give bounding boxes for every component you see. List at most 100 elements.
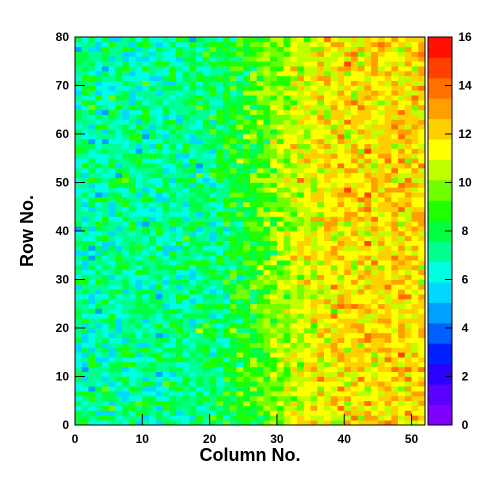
heatmap-cell <box>276 192 284 198</box>
heatmap-cell <box>202 124 210 130</box>
heatmap-cell <box>317 269 325 275</box>
heatmap-cell <box>364 303 372 309</box>
heatmap-cell <box>297 318 305 324</box>
heatmap-cell <box>350 41 359 48</box>
heatmap-cell <box>344 104 352 111</box>
heatmap-cell <box>411 308 419 314</box>
heatmap-cell <box>149 46 157 52</box>
colorbar-tick-label: 6 <box>462 273 469 287</box>
heatmap-cell <box>101 391 109 397</box>
heatmap-cell <box>75 95 83 101</box>
heatmap-cell <box>75 405 83 411</box>
heatmap-cell <box>303 206 311 212</box>
heatmap-cell <box>149 172 157 178</box>
heatmap-cell <box>223 61 231 67</box>
heatmap-cell <box>88 216 96 222</box>
heatmap-cell <box>297 294 305 300</box>
heatmap-cell <box>377 342 385 348</box>
heatmap-cell <box>196 177 204 183</box>
heatmap-cell <box>324 226 332 232</box>
heatmap-cell <box>270 51 278 57</box>
heatmap-cell <box>256 420 264 426</box>
heatmap-cell <box>149 337 157 343</box>
heatmap-cell <box>250 56 258 62</box>
heatmap-cell <box>250 80 258 86</box>
heatmap-cell <box>162 37 170 43</box>
heatmap-cell <box>404 260 412 266</box>
heatmap-cell <box>303 318 311 324</box>
heatmap-cell <box>108 250 116 256</box>
heatmap-cell <box>95 264 103 271</box>
heatmap-cell <box>276 216 284 222</box>
heatmap-cell <box>317 289 325 295</box>
heatmap-cell <box>95 357 103 363</box>
heatmap-cell <box>276 260 284 266</box>
heatmap-cell <box>391 298 399 305</box>
heatmap-cell <box>297 405 305 411</box>
heatmap-cell <box>250 318 258 324</box>
heatmap-cell <box>270 41 278 48</box>
heatmap-cell <box>229 158 237 164</box>
heatmap-cell <box>377 211 385 217</box>
heatmap-cell <box>398 41 406 48</box>
heatmap-cell <box>122 182 130 188</box>
heatmap-cell <box>162 172 170 178</box>
heatmap-cell <box>155 289 163 295</box>
heatmap-cell <box>350 56 359 62</box>
heatmap-cell <box>276 56 284 62</box>
heatmap-cell <box>263 206 271 212</box>
heatmap-cell <box>411 119 419 125</box>
heatmap-cell <box>404 167 412 174</box>
heatmap-cell <box>330 129 338 135</box>
heatmap-cell <box>391 51 399 57</box>
heatmap-cell <box>384 294 392 300</box>
heatmap-cell <box>243 90 251 96</box>
heatmap-cell <box>169 51 177 57</box>
heatmap-cell <box>377 386 385 392</box>
heatmap-cell <box>216 371 224 377</box>
heatmap-cell <box>324 298 332 305</box>
heatmap-cell <box>364 405 372 411</box>
heatmap-cell <box>189 245 197 251</box>
heatmap-cell <box>256 138 264 145</box>
heatmap-cell <box>75 342 83 348</box>
heatmap-cell <box>223 100 231 106</box>
heatmap-cell <box>243 211 251 217</box>
heatmap-cell <box>330 177 338 183</box>
heatmap-cell <box>95 226 103 232</box>
heatmap-cell <box>344 318 352 324</box>
heatmap-cell <box>297 420 305 426</box>
heatmap-cell <box>122 391 130 397</box>
heatmap-cell <box>175 410 184 416</box>
heatmap-cell <box>256 274 264 280</box>
heatmap-cell <box>162 182 170 188</box>
heatmap-cell <box>391 221 399 227</box>
heatmap-cell <box>398 177 406 183</box>
heatmap-cell <box>236 260 244 266</box>
heatmap-cell <box>270 109 278 115</box>
heatmap-cell <box>330 245 338 251</box>
heatmap-cell <box>357 255 365 261</box>
heatmap-cell <box>108 415 116 421</box>
heatmap-cell <box>344 298 352 305</box>
heatmap-cell <box>196 323 204 329</box>
heatmap-cell <box>182 274 190 280</box>
heatmap-cell <box>142 260 150 266</box>
heatmap-cell <box>189 405 197 411</box>
heatmap-cell <box>202 182 210 188</box>
heatmap-cell <box>223 129 231 135</box>
heatmap-cell <box>128 148 136 154</box>
heatmap-cell <box>418 56 426 62</box>
heatmap-cell <box>149 56 157 62</box>
heatmap-cell <box>324 119 332 125</box>
heatmap-cell <box>175 405 184 411</box>
heatmap-cell <box>115 172 123 178</box>
heatmap-cell <box>270 226 278 232</box>
heatmap-cell <box>350 366 359 372</box>
heatmap-cell <box>337 420 345 426</box>
heatmap-cell <box>324 187 332 193</box>
heatmap-cell <box>418 361 426 368</box>
heatmap-cell <box>202 294 210 300</box>
heatmap-cell <box>270 182 278 188</box>
heatmap-cell <box>411 41 419 48</box>
